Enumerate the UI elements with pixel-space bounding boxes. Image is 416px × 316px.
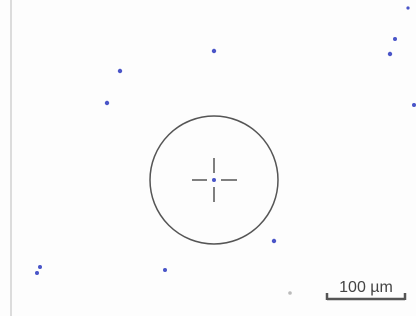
background [0,0,416,316]
microscope-view: 100 µm [0,0,416,316]
particle [388,52,392,56]
particle [406,6,409,9]
particle [163,268,167,272]
particle [288,291,292,295]
particle [38,265,42,269]
particle [393,37,397,41]
particle [212,49,216,53]
scale-bar-label: 100 µm [339,279,393,296]
particle [212,178,216,182]
particle [35,271,39,275]
particle [412,103,416,107]
particle [105,101,109,105]
page: 100 µm (() => { const data = JSON.parse(… [0,0,416,316]
particle [118,69,122,73]
particle [272,239,276,243]
